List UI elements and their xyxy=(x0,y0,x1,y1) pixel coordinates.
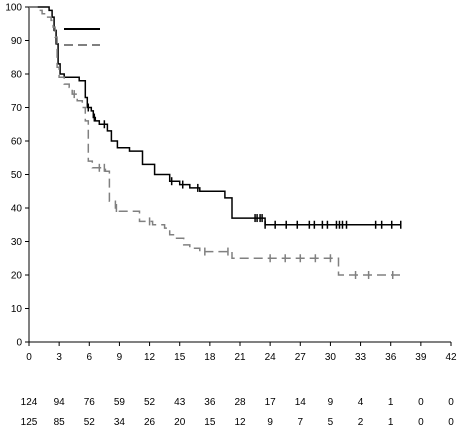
y-tick-label: 20 xyxy=(11,271,23,282)
risk-table-cell: 9 xyxy=(267,417,273,428)
y-tick-label: 40 xyxy=(11,204,23,215)
plot-area xyxy=(28,7,451,343)
x-tick-label: 0 xyxy=(26,352,32,363)
risk-table-cell: 36 xyxy=(204,397,216,408)
y-tick-label: 10 xyxy=(11,304,23,315)
risk-table-cell: 43 xyxy=(174,397,186,408)
risk-table-cell: 76 xyxy=(84,397,96,408)
y-tick-label: 50 xyxy=(11,170,23,181)
risk-table-cell: 125 xyxy=(21,417,38,428)
x-tick-label: 33 xyxy=(355,352,367,363)
x-tick-label: 3 xyxy=(56,352,62,363)
risk-table-cell: 124 xyxy=(21,397,38,408)
y-tick-label: 90 xyxy=(11,36,23,47)
risk-table-cell: 1 xyxy=(388,397,394,408)
x-tick-label: 6 xyxy=(87,352,93,363)
risk-table-cell: 14 xyxy=(295,397,307,408)
risk-table-cell: 52 xyxy=(144,397,156,408)
risk-table-cell: 94 xyxy=(54,397,66,408)
survival-curve-2 xyxy=(29,6,401,276)
x-tick-label: 18 xyxy=(204,352,216,363)
risk-table-cell: 2 xyxy=(358,417,364,428)
y-tick-label: 80 xyxy=(11,70,23,81)
y-tick-label: 60 xyxy=(11,137,23,148)
y-tick-label: 100 xyxy=(5,3,22,14)
x-tick-label: 9 xyxy=(117,352,123,363)
risk-table-cell: 17 xyxy=(265,397,277,408)
y-tick-label: 70 xyxy=(11,103,23,114)
risk-table-cell: 34 xyxy=(114,417,126,428)
risk-table-cell: 4 xyxy=(358,397,364,408)
risk-table-cell: 12 xyxy=(234,417,246,428)
risk-table-cell: 20 xyxy=(174,417,186,428)
risk-table-cell: 26 xyxy=(144,417,156,428)
risk-table-cell: 28 xyxy=(234,397,246,408)
x-tick-label: 27 xyxy=(295,352,307,363)
risk-table-cell: 0 xyxy=(448,417,454,428)
survival-curve-1 xyxy=(29,6,401,226)
x-tick-label: 21 xyxy=(234,352,246,363)
x-ticks: 0 3 6 9 12 15 18 21 24 27 30 33 36 39 42 xyxy=(26,342,457,363)
risk-table-cell: 0 xyxy=(418,397,424,408)
y-ticks: 0 10 20 30 40 50 60 70 80 90 100 xyxy=(5,3,29,349)
legend xyxy=(64,28,100,46)
risk-table-cell: 59 xyxy=(114,397,126,408)
risk-table-cell: 15 xyxy=(204,417,216,428)
risk-table-cell: 0 xyxy=(418,417,424,428)
risk-table-cell: 52 xyxy=(84,417,96,428)
risk-table-cell: 85 xyxy=(54,417,66,428)
risk-table-cell: 7 xyxy=(298,417,304,428)
x-tick-label: 12 xyxy=(144,352,156,363)
risk-table-cell: 1 xyxy=(388,417,394,428)
x-tick-label: 42 xyxy=(445,352,457,363)
survival-curves xyxy=(29,6,402,279)
x-tick-label: 36 xyxy=(385,352,397,363)
x-tick-label: 39 xyxy=(415,352,427,363)
y-tick-label: 0 xyxy=(16,338,22,349)
x-tick-label: 30 xyxy=(325,352,337,363)
risk-table-cell: 9 xyxy=(328,397,334,408)
risk-table-cell: 0 xyxy=(448,397,454,408)
x-tick-label: 24 xyxy=(265,352,277,363)
y-tick-label: 30 xyxy=(11,237,23,248)
risk-table-cell: 5 xyxy=(328,417,334,428)
x-tick-label: 15 xyxy=(174,352,186,363)
